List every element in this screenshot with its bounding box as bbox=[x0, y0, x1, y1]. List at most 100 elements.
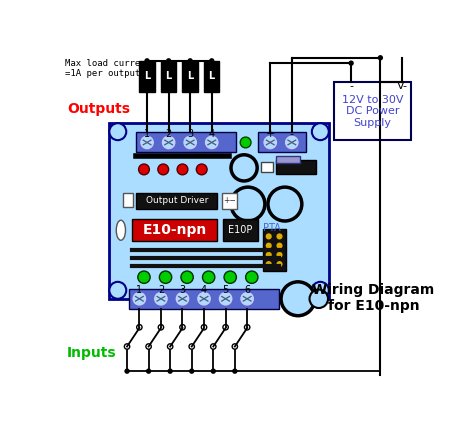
Circle shape bbox=[377, 55, 382, 61]
Bar bbox=[221, 193, 237, 209]
Circle shape bbox=[224, 271, 236, 283]
Circle shape bbox=[159, 271, 171, 283]
Text: Outputs: Outputs bbox=[67, 102, 129, 117]
Circle shape bbox=[264, 136, 276, 149]
Bar bbox=[262, 229, 285, 271]
Text: L: L bbox=[144, 71, 150, 81]
Circle shape bbox=[146, 369, 151, 374]
Bar bbox=[276, 160, 316, 174]
Circle shape bbox=[240, 137, 250, 148]
Circle shape bbox=[280, 282, 314, 316]
Circle shape bbox=[177, 164, 188, 175]
Circle shape bbox=[265, 233, 271, 240]
Text: 4: 4 bbox=[208, 129, 214, 139]
Circle shape bbox=[176, 292, 188, 305]
Circle shape bbox=[245, 271, 258, 283]
Text: +: + bbox=[265, 129, 274, 139]
Bar bbox=[204, 61, 219, 92]
Circle shape bbox=[276, 261, 282, 267]
Bar bbox=[223, 219, 258, 241]
Text: 2: 2 bbox=[165, 129, 171, 139]
Circle shape bbox=[124, 344, 129, 349]
Text: L: L bbox=[187, 71, 193, 81]
Circle shape bbox=[196, 164, 207, 175]
Circle shape bbox=[109, 282, 126, 299]
Text: Max load current
=1A per output: Max load current =1A per output bbox=[65, 59, 150, 78]
Ellipse shape bbox=[116, 220, 125, 240]
Text: 2: 2 bbox=[158, 285, 164, 295]
Bar bbox=[136, 193, 217, 209]
Bar bbox=[136, 132, 236, 153]
Text: 3: 3 bbox=[179, 285, 185, 295]
Text: 1: 1 bbox=[136, 285, 142, 295]
Circle shape bbox=[210, 344, 216, 349]
Circle shape bbox=[138, 271, 150, 283]
Circle shape bbox=[276, 243, 282, 249]
Text: V-: V- bbox=[396, 81, 407, 91]
Circle shape bbox=[158, 325, 163, 330]
Circle shape bbox=[210, 369, 216, 374]
Circle shape bbox=[166, 58, 171, 64]
Text: PTA: PTA bbox=[262, 223, 280, 233]
Bar bbox=[182, 61, 198, 92]
Text: -: - bbox=[348, 81, 352, 91]
Circle shape bbox=[109, 123, 126, 140]
Circle shape bbox=[137, 325, 142, 330]
Circle shape bbox=[198, 292, 210, 305]
Circle shape bbox=[140, 136, 153, 149]
Text: -: - bbox=[289, 129, 293, 139]
Text: 3: 3 bbox=[187, 129, 193, 139]
Circle shape bbox=[139, 164, 149, 175]
Circle shape bbox=[219, 292, 231, 305]
Circle shape bbox=[265, 261, 271, 267]
Circle shape bbox=[265, 252, 271, 258]
Text: 5: 5 bbox=[222, 285, 228, 295]
Text: 12V to 30V
DC Power
Supply: 12V to 30V DC Power Supply bbox=[341, 95, 403, 128]
Text: Inputs: Inputs bbox=[67, 347, 116, 360]
Text: +−: +− bbox=[223, 197, 235, 206]
Circle shape bbox=[188, 369, 194, 374]
Text: 1: 1 bbox=[144, 129, 150, 139]
Bar bbox=[109, 123, 328, 299]
Circle shape bbox=[158, 164, 168, 175]
Text: Wiring Diagram
for E10-npn: Wiring Diagram for E10-npn bbox=[312, 283, 434, 313]
Circle shape bbox=[162, 136, 174, 149]
Circle shape bbox=[201, 325, 206, 330]
Circle shape bbox=[154, 292, 167, 305]
Bar bbox=[160, 61, 176, 92]
Circle shape bbox=[133, 292, 145, 305]
Circle shape bbox=[146, 344, 151, 349]
Circle shape bbox=[232, 369, 237, 374]
Circle shape bbox=[230, 155, 257, 181]
Circle shape bbox=[167, 369, 172, 374]
Bar bbox=[258, 132, 305, 153]
Bar bbox=[132, 219, 217, 241]
Circle shape bbox=[144, 58, 149, 64]
Circle shape bbox=[311, 123, 328, 140]
Bar bbox=[260, 162, 273, 172]
Circle shape bbox=[276, 233, 282, 240]
Bar bbox=[139, 61, 154, 92]
Circle shape bbox=[187, 58, 192, 64]
Circle shape bbox=[167, 344, 172, 349]
Bar bbox=[334, 83, 410, 140]
Text: L: L bbox=[165, 71, 171, 81]
Circle shape bbox=[180, 271, 193, 283]
Text: E10-npn: E10-npn bbox=[142, 223, 207, 237]
Circle shape bbox=[244, 325, 249, 330]
Circle shape bbox=[208, 58, 214, 64]
Circle shape bbox=[285, 136, 298, 149]
Circle shape bbox=[265, 243, 271, 249]
Circle shape bbox=[232, 344, 237, 349]
Text: E10P: E10P bbox=[228, 225, 252, 235]
Circle shape bbox=[188, 344, 194, 349]
Circle shape bbox=[240, 292, 253, 305]
Text: L: L bbox=[208, 71, 214, 81]
Circle shape bbox=[311, 282, 328, 299]
Text: 4: 4 bbox=[200, 285, 207, 295]
Circle shape bbox=[276, 252, 282, 258]
Bar bbox=[129, 289, 278, 309]
Circle shape bbox=[230, 187, 264, 221]
Circle shape bbox=[268, 187, 301, 221]
Bar bbox=[276, 156, 299, 163]
